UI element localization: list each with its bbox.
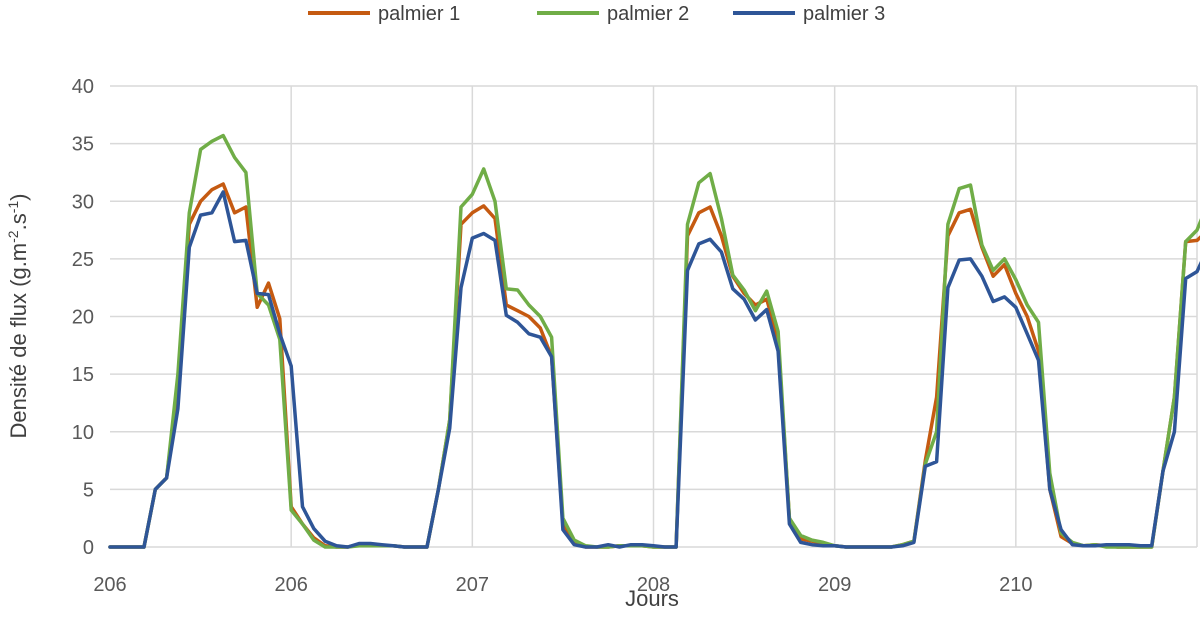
chart-legend: palmier 1 palmier 2 palmier 3	[308, 3, 885, 25]
chart-series-group	[108, 133, 1200, 549]
y-tick-label: 20	[72, 307, 94, 329]
x-tick-label: 206	[93, 574, 126, 596]
y-tick-label: 5	[83, 479, 94, 501]
y-axis-title: Densité de flux (g.m-2.s-1)	[5, 194, 31, 439]
series-line-palmier-2	[108, 133, 1200, 549]
x-tick-label: 210	[999, 574, 1032, 596]
y-axis-tick-labels: 0 5 10 15 20 25 30 35 40	[72, 76, 94, 559]
y-axis-title-mid: .s	[6, 213, 31, 230]
legend-label: palmier 3	[803, 3, 885, 25]
y-tick-label: 25	[72, 249, 94, 271]
x-axis-tick-labels: 206 206 207 208 209 210	[93, 574, 1032, 596]
y-tick-label: 10	[72, 422, 94, 444]
x-tick-label: 209	[818, 574, 851, 596]
x-tick-label: 208	[637, 574, 670, 596]
y-tick-label: 30	[72, 191, 94, 213]
y-axis-title-main: Densité de flux (g.m	[6, 243, 31, 439]
x-tick-label: 207	[456, 574, 489, 596]
y-axis-title-sup2: -1	[5, 201, 21, 214]
series-line-palmier-1	[108, 182, 1200, 549]
x-axis-title: Jours	[625, 586, 679, 611]
y-axis-title-end: )	[6, 194, 31, 201]
y-tick-label: 40	[72, 76, 94, 98]
chart-gridlines	[110, 85, 1198, 548]
y-tick-label: 15	[72, 364, 94, 386]
y-axis-title-sup1: -2	[5, 230, 21, 243]
y-tick-label: 0	[83, 537, 94, 559]
legend-label: palmier 1	[378, 3, 460, 25]
x-tick-label: 206	[274, 574, 307, 596]
series-line-palmier-3	[108, 190, 1200, 549]
legend-label: palmier 2	[607, 3, 689, 25]
y-tick-label: 35	[72, 134, 94, 156]
